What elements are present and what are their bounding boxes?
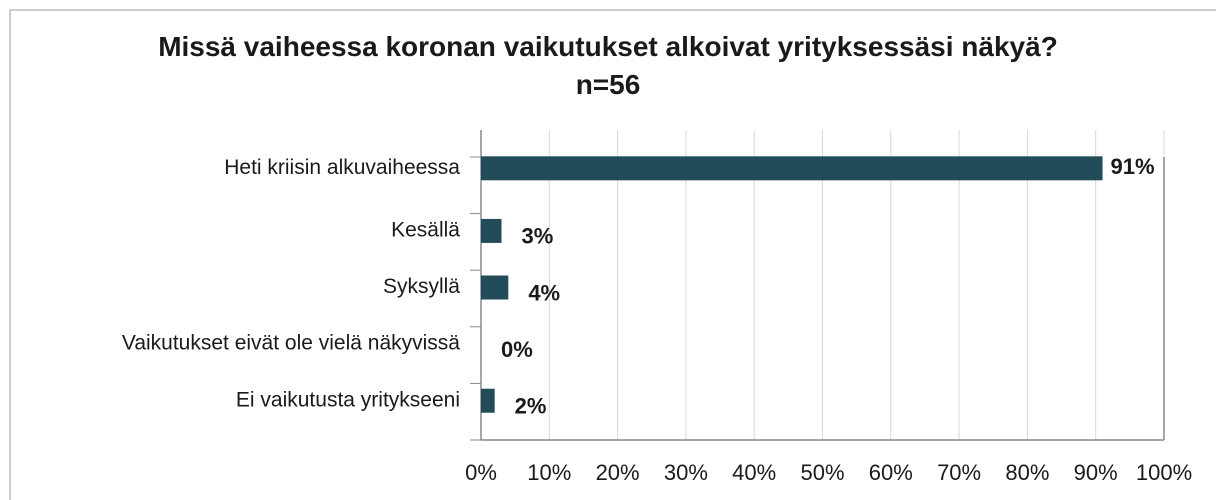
- x-tick-label: 0%: [465, 460, 497, 485]
- bar: [481, 218, 502, 243]
- chart-frame: [9, 9, 1216, 500]
- x-tick-label: 20%: [596, 460, 640, 485]
- x-tick-label: 60%: [869, 460, 913, 485]
- bar: [481, 388, 495, 413]
- y-tick-label: Syksyllä: [383, 275, 460, 298]
- value-label: 2%: [515, 394, 547, 419]
- value-label: 4%: [528, 280, 560, 305]
- bar: [481, 156, 1103, 181]
- y-tick-label: Ei vaikutusta yritykseeni: [236, 388, 460, 411]
- bar: [481, 275, 509, 300]
- value-label: 0%: [501, 337, 533, 362]
- x-tick-label: 90%: [1074, 460, 1118, 485]
- y-tick-label: Heti kriisin alkuvaiheessa: [224, 156, 460, 179]
- x-tick-label: 10%: [527, 460, 571, 485]
- y-tick-label: Kesällä: [391, 218, 460, 241]
- value-label: 91%: [1111, 154, 1155, 179]
- y-tick-label: Vaikutukset eivät ole vielä näkyvissä: [122, 332, 460, 355]
- x-tick-label: 80%: [1005, 460, 1049, 485]
- x-tick-label: 100%: [1136, 460, 1192, 485]
- x-tick-label: 40%: [732, 460, 776, 485]
- x-tick-label: 50%: [800, 460, 844, 485]
- x-tick-label: 70%: [937, 460, 981, 485]
- value-label: 3%: [521, 224, 553, 249]
- x-tick-label: 30%: [664, 460, 708, 485]
- chart-title: Missä vaiheessa koronan vaikutukset alko…: [158, 31, 1058, 100]
